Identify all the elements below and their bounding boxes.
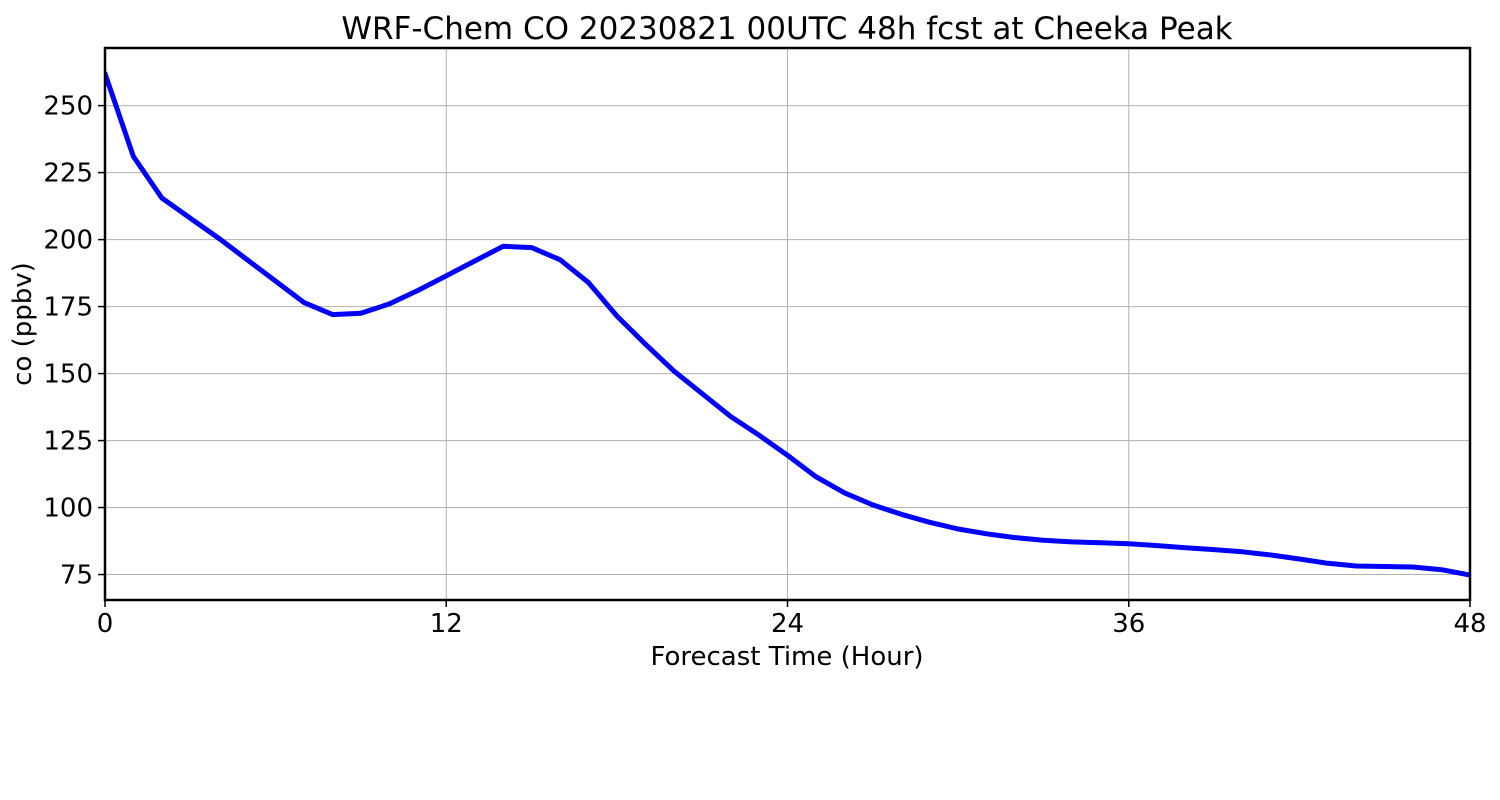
y-tick-label: 100 xyxy=(43,494,93,524)
y-tick-label: 150 xyxy=(43,360,93,390)
y-tick-label: 125 xyxy=(43,427,93,457)
series-layer xyxy=(105,71,1470,578)
series-line xyxy=(105,71,1470,578)
x-tick-label: 36 xyxy=(1112,609,1145,639)
chart-title: WRF-Chem CO 20230821 00UTC 48h fcst at C… xyxy=(341,11,1232,47)
x-tick-label: 0 xyxy=(97,609,114,639)
y-axis-ticks: 75 100 125 150 175 200 225 250 xyxy=(43,92,105,591)
y-tick-label: 75 xyxy=(60,561,93,591)
y-axis-label: co (ppbv) xyxy=(8,262,38,386)
y-tick-label: 200 xyxy=(43,226,93,256)
x-axis-ticks: 0 12 24 36 48 xyxy=(97,600,1487,639)
x-axis-label: Forecast Time (Hour) xyxy=(650,642,923,672)
x-tick-label: 48 xyxy=(1453,609,1486,639)
y-tick-label: 225 xyxy=(43,159,93,189)
gridlines xyxy=(105,48,1470,600)
x-tick-label: 12 xyxy=(430,609,463,639)
y-tick-label: 250 xyxy=(43,92,93,122)
x-tick-label: 24 xyxy=(771,609,804,639)
y-tick-label: 175 xyxy=(43,293,93,323)
